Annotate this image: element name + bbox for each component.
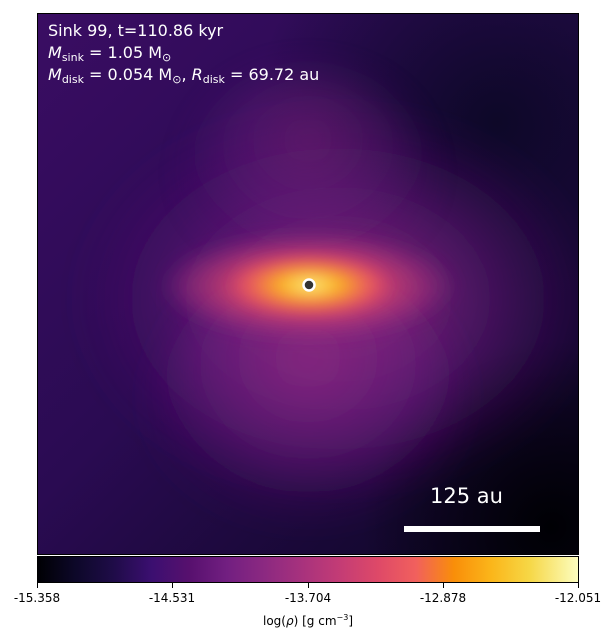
colorbar-tick	[308, 583, 309, 588]
colorbar-tick	[172, 583, 173, 588]
density-map-image	[38, 14, 578, 554]
sink-mass-line: Msink = 1.05 M⊙	[48, 43, 172, 64]
colorbar-tick-label: -13.704	[284, 591, 332, 605]
colorbar-label: log(ρ) [g cm−3]	[263, 613, 353, 628]
colorbar	[37, 556, 579, 583]
outflow-lobe-lower	[158, 274, 458, 554]
colorbar-tick-label: -14.531	[148, 591, 196, 605]
colorbar-tick-label: -12.878	[419, 591, 467, 605]
colorbar-tick	[578, 583, 579, 588]
scale-bar-label: 125 au	[430, 484, 503, 508]
disk-properties-line: Mdisk = 0.054 M⊙, Rdisk = 69.72 au	[48, 65, 320, 86]
scale-bar	[404, 526, 540, 532]
density-map: Sink 99, t=110.86 kyr Msink = 1.05 M⊙ Md…	[37, 13, 579, 555]
colorbar-tick-label: -12.051	[554, 591, 602, 605]
sink-marker	[302, 278, 316, 292]
colorbar-tick	[37, 583, 38, 588]
colorbar-tick-label: -15.358	[13, 591, 61, 605]
sink-info-line: Sink 99, t=110.86 kyr	[48, 21, 224, 40]
colorbar-tick	[443, 583, 444, 588]
